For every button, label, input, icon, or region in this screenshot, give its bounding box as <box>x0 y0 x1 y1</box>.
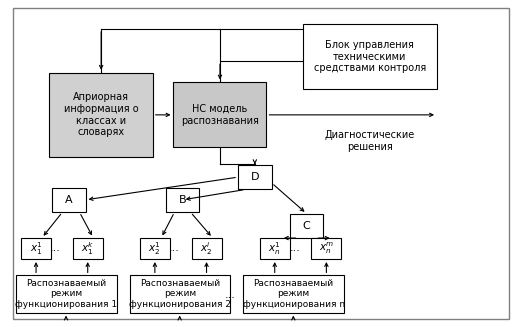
FancyBboxPatch shape <box>52 188 85 212</box>
Text: Априорная
информация о
классах и
словарях: Априорная информация о классах и словаря… <box>64 93 139 137</box>
Text: ...: ... <box>169 243 180 253</box>
Text: D: D <box>251 172 259 182</box>
Text: ...: ... <box>50 243 61 253</box>
FancyBboxPatch shape <box>130 275 230 313</box>
FancyBboxPatch shape <box>290 214 324 238</box>
FancyBboxPatch shape <box>192 238 221 259</box>
FancyBboxPatch shape <box>16 275 117 313</box>
Text: НС модель
распознавания: НС модель распознавания <box>181 104 259 126</box>
Text: Распознаваемый
режим
функционирования 2: Распознаваемый режим функционирования 2 <box>129 279 231 309</box>
Text: $x_n^m$: $x_n^m$ <box>319 241 334 256</box>
FancyBboxPatch shape <box>140 238 170 259</box>
Text: Распознаваемый
режим
функционирования 1: Распознаваемый режим функционирования 1 <box>15 279 117 309</box>
Text: Диагностические
решения: Диагностические решения <box>325 130 415 152</box>
FancyBboxPatch shape <box>173 82 266 147</box>
Text: Блок управления
техническими
средствами контроля: Блок управления техническими средствами … <box>314 40 426 73</box>
FancyBboxPatch shape <box>73 238 103 259</box>
FancyBboxPatch shape <box>166 188 200 212</box>
Text: $x_n^1$: $x_n^1$ <box>268 240 281 257</box>
FancyBboxPatch shape <box>238 165 271 189</box>
FancyBboxPatch shape <box>303 24 437 89</box>
Text: $x_2^i$: $x_2^i$ <box>201 240 213 257</box>
Text: C: C <box>303 221 311 231</box>
FancyBboxPatch shape <box>49 73 153 157</box>
Text: Распознаваемый
режим
функционирования n: Распознаваемый режим функционирования n <box>243 279 345 309</box>
Text: $x_1^k$: $x_1^k$ <box>81 240 94 257</box>
Text: $x_2^1$: $x_2^1$ <box>148 240 162 257</box>
Text: ...: ... <box>290 243 300 253</box>
FancyBboxPatch shape <box>21 238 51 259</box>
FancyBboxPatch shape <box>260 238 290 259</box>
Text: ...: ... <box>225 290 235 300</box>
Text: B: B <box>179 195 187 205</box>
Text: $x_1^1$: $x_1^1$ <box>30 240 43 257</box>
FancyBboxPatch shape <box>243 275 344 313</box>
Text: A: A <box>65 195 72 205</box>
FancyBboxPatch shape <box>312 238 341 259</box>
